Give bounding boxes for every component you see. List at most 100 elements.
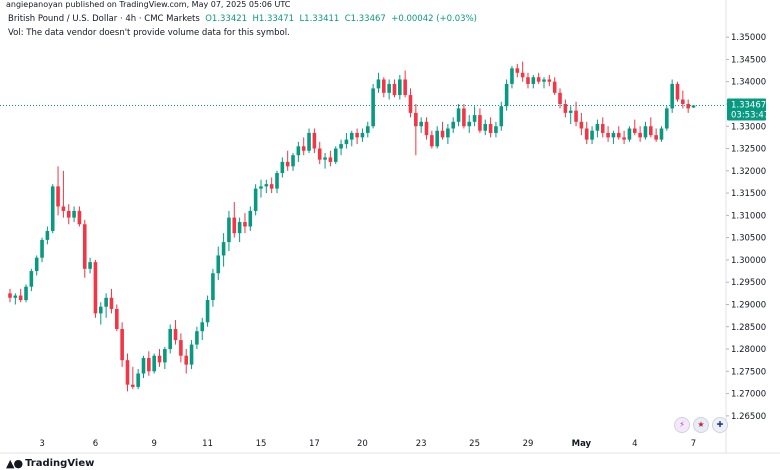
symbol-title[interactable]: British Pound / U.S. Dollar · 4h · CMC M… xyxy=(8,14,200,24)
ohlc-close: C1.33467 xyxy=(344,14,386,24)
candle-body xyxy=(520,72,525,78)
candle xyxy=(365,121,370,138)
candle xyxy=(563,99,568,118)
candle xyxy=(109,288,114,314)
us-flag-icon[interactable]: ★ xyxy=(693,417,709,433)
time-tick-label: 15 xyxy=(256,439,267,449)
candle xyxy=(483,119,488,136)
candle xyxy=(462,103,466,129)
candle xyxy=(654,128,658,142)
candle xyxy=(205,295,210,327)
candle xyxy=(285,150,290,171)
candle xyxy=(189,340,194,370)
candle xyxy=(120,322,124,367)
candle xyxy=(392,79,397,98)
candle-body xyxy=(526,77,530,84)
candle xyxy=(408,88,413,118)
candle-body xyxy=(109,297,114,309)
uk-flag-icon[interactable]: ✚ xyxy=(712,417,728,433)
candle-body xyxy=(638,132,642,138)
ohlc-change: +0.00042 (+0.03%) xyxy=(391,14,477,24)
time-tick-label: May xyxy=(572,439,592,449)
candle-body xyxy=(237,222,242,234)
candle-body xyxy=(189,344,194,365)
candle-body xyxy=(574,110,578,122)
price-tag: 1.33467 03:53:47 xyxy=(727,98,769,121)
candle-body xyxy=(291,155,295,167)
candle-body xyxy=(649,126,653,136)
candle-body xyxy=(13,295,18,298)
candle xyxy=(93,259,98,318)
candle-body xyxy=(195,331,199,345)
candle xyxy=(259,179,263,198)
candle-body xyxy=(157,355,162,363)
candle-body xyxy=(296,146,301,156)
candle-body xyxy=(568,110,573,113)
candle xyxy=(163,346,167,370)
candle xyxy=(478,108,482,133)
candle-body xyxy=(40,239,44,258)
candle-body xyxy=(50,186,55,231)
candle xyxy=(579,112,584,136)
candle-body xyxy=(179,340,183,356)
candle-body xyxy=(483,124,488,131)
candle-body xyxy=(205,300,210,323)
candle xyxy=(269,177,274,194)
candle-body xyxy=(622,137,626,140)
candle xyxy=(264,179,269,194)
candle xyxy=(195,326,199,350)
candle-body xyxy=(542,79,546,82)
candle-body xyxy=(221,242,226,256)
candle xyxy=(307,128,311,153)
candle-body xyxy=(419,121,423,127)
candle-body xyxy=(29,271,34,287)
candle-body xyxy=(184,355,189,365)
candle xyxy=(536,72,541,84)
candle-body xyxy=(414,112,418,127)
candle xyxy=(280,157,285,178)
tradingview-logo[interactable]: ▲● TradingView xyxy=(6,457,94,470)
candle-body xyxy=(333,148,338,162)
candle-body xyxy=(600,124,605,133)
candle xyxy=(45,226,50,245)
candle xyxy=(312,128,317,153)
candle xyxy=(446,124,450,145)
candle xyxy=(275,170,279,194)
price-tag-value: 1.33467 xyxy=(731,100,766,110)
candle-body xyxy=(141,357,146,374)
candle-body xyxy=(56,186,60,207)
candle xyxy=(526,72,530,89)
candle-body xyxy=(227,217,231,243)
candle xyxy=(333,146,338,165)
candle xyxy=(77,206,82,227)
candle xyxy=(649,117,653,138)
candle-body xyxy=(590,130,594,140)
price-tick-label: 1.30500 xyxy=(731,234,766,244)
candle xyxy=(56,166,60,216)
candle-body xyxy=(584,128,589,140)
candle xyxy=(61,170,66,218)
candle-body xyxy=(430,135,434,147)
candle-body xyxy=(115,308,119,329)
candle xyxy=(104,293,108,318)
candle xyxy=(98,302,103,325)
time-tick-label: 20 xyxy=(357,439,368,449)
lightning-icon[interactable]: ⚡ xyxy=(674,417,690,433)
candle xyxy=(552,77,557,96)
price-tick-label: 1.32000 xyxy=(731,167,766,177)
candle-body xyxy=(248,210,253,227)
candle xyxy=(387,79,391,100)
candle-body xyxy=(232,217,237,234)
candle-body xyxy=(355,132,359,138)
candle-body xyxy=(93,262,98,314)
candle-body xyxy=(403,79,407,96)
time-tick-label: 23 xyxy=(416,439,427,449)
candle-body xyxy=(504,83,509,107)
tradingview-logo-icon: ▲● xyxy=(6,457,23,470)
time-tick-label: 29 xyxy=(523,439,534,449)
time-axis: 3 6 9 11 15 17 20 23 25 29 May 4 7 xyxy=(39,439,696,449)
candle-body xyxy=(339,144,343,149)
candle xyxy=(627,126,632,142)
candle xyxy=(232,201,237,238)
